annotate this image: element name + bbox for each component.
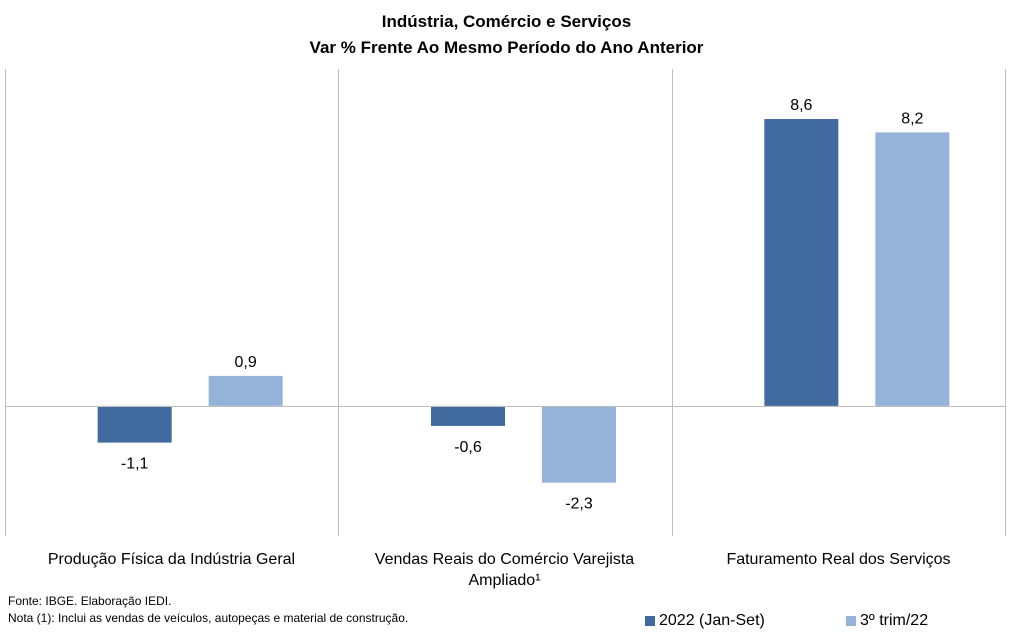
category-label-industria: Produção Física da Indústria Geral — [47, 551, 296, 568]
legend-swatch-3trim — [846, 616, 856, 626]
legend-swatch-2022 — [645, 616, 655, 626]
data-label: -0,6 — [454, 439, 482, 456]
category-label-comercio: Vendas Reais do Comércio Varejista Ampli… — [338, 549, 671, 591]
source-note: Fonte: IBGE. Elaboração IEDI. — [8, 594, 172, 608]
legend-label-2022: 2022 (Jan-Set) — [659, 612, 765, 629]
category-label-comercio-line2: Ampliado¹ — [468, 572, 541, 589]
legend-item-2022: 2022 (Jan-Set) — [645, 611, 765, 631]
bar — [542, 405, 616, 483]
chart-subtitle: Var % Frente Ao Mesmo Período do Ano Ant… — [309, 38, 704, 57]
data-label: 8,6 — [790, 97, 812, 114]
legend-item-3trim: 3º trim/22 — [846, 611, 928, 631]
chart-title: Indústria, Comércio e Serviços — [381, 12, 632, 31]
data-label: -2,3 — [565, 496, 593, 513]
data-label: -1,1 — [121, 456, 149, 473]
bar — [764, 119, 839, 406]
legend-label-3trim: 3º trim/22 — [860, 612, 929, 629]
data-label: 0,9 — [235, 354, 257, 371]
bar — [431, 405, 505, 426]
bar — [875, 132, 950, 406]
category-label-comercio-line1: Vendas Reais do Comércio Varejista — [374, 551, 635, 568]
category-label-servicos: Faturamento Real dos Serviços — [726, 551, 951, 568]
footnote: Nota (1): Inclui as vendas de veículos, … — [8, 611, 409, 625]
bar — [208, 375, 283, 406]
bar — [97, 405, 172, 443]
data-label: 8,2 — [901, 110, 923, 127]
